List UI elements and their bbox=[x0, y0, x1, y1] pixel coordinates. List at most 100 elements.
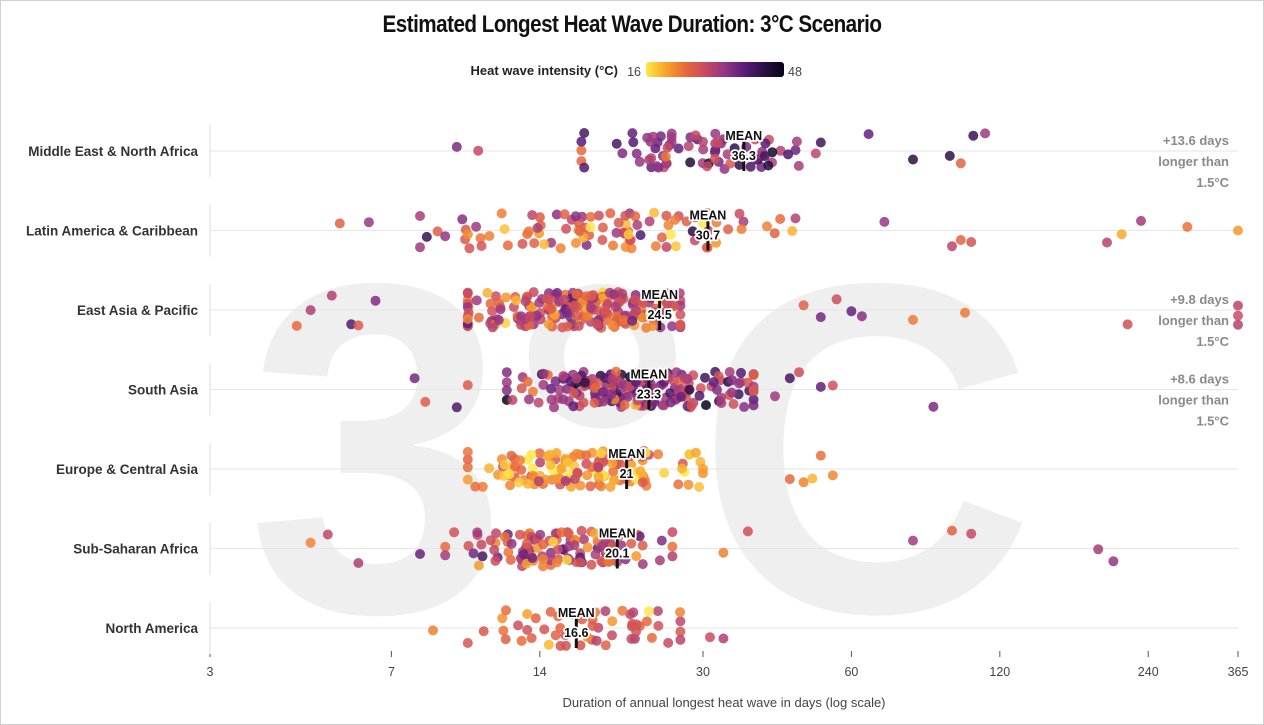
data-point bbox=[528, 287, 539, 298]
data-point bbox=[501, 377, 512, 388]
data-point bbox=[501, 385, 512, 396]
legend-gradient-bar bbox=[646, 62, 784, 77]
data-point bbox=[476, 539, 487, 550]
data-point bbox=[622, 391, 633, 402]
comparison-note: 1.5°C bbox=[1196, 334, 1229, 349]
data-point bbox=[626, 538, 637, 549]
data-point bbox=[697, 218, 708, 229]
data-point bbox=[558, 371, 569, 381]
data-point bbox=[522, 624, 533, 635]
data-point bbox=[716, 392, 726, 403]
region-label: South Asia bbox=[128, 383, 198, 398]
data-point bbox=[710, 128, 721, 139]
data-point bbox=[794, 367, 805, 378]
data-point bbox=[686, 400, 697, 411]
data-point bbox=[575, 557, 586, 568]
color-legend: Heat wave intensity (°C) 16 48 bbox=[470, 62, 802, 79]
region-label: North America bbox=[105, 621, 198, 636]
data-point bbox=[640, 447, 651, 458]
data-point bbox=[600, 640, 611, 651]
data-point bbox=[1136, 215, 1146, 226]
x-tick-label: 240 bbox=[1138, 665, 1159, 679]
data-point bbox=[1233, 310, 1243, 321]
data-point bbox=[641, 616, 652, 627]
comparison-note: longer than bbox=[1158, 154, 1229, 169]
data-point bbox=[428, 625, 438, 636]
data-point bbox=[827, 470, 838, 481]
data-point bbox=[496, 208, 507, 219]
data-point bbox=[576, 145, 587, 156]
data-point bbox=[420, 396, 431, 407]
data-point bbox=[600, 606, 611, 617]
region-row: North America MEAN 16.6 bbox=[105, 602, 1238, 654]
data-point bbox=[631, 551, 642, 562]
data-point bbox=[718, 633, 729, 644]
data-point bbox=[573, 321, 584, 331]
data-point bbox=[562, 554, 572, 565]
data-point bbox=[575, 640, 586, 651]
data-point bbox=[644, 154, 655, 165]
data-point bbox=[585, 302, 596, 313]
data-point bbox=[632, 395, 643, 406]
data-point bbox=[586, 290, 597, 301]
data-point bbox=[579, 162, 590, 173]
data-point bbox=[705, 632, 715, 643]
data-point bbox=[516, 464, 527, 475]
data-point bbox=[637, 477, 648, 488]
data-point bbox=[592, 319, 602, 330]
data-point bbox=[623, 229, 634, 240]
data-point bbox=[653, 620, 664, 631]
data-point bbox=[649, 385, 660, 396]
comparison-note: longer than bbox=[1158, 313, 1229, 328]
data-point bbox=[648, 131, 659, 142]
data-point bbox=[597, 540, 608, 551]
data-point bbox=[689, 235, 700, 246]
data-point bbox=[499, 531, 510, 542]
data-point bbox=[538, 368, 549, 379]
data-point bbox=[440, 550, 451, 561]
data-point bbox=[593, 462, 604, 473]
data-point bbox=[514, 529, 525, 540]
data-point bbox=[618, 315, 629, 326]
data-point bbox=[630, 211, 641, 222]
data-point bbox=[572, 311, 583, 321]
data-point bbox=[593, 210, 604, 221]
data-point bbox=[635, 230, 646, 241]
region-row: Sub-Saharan Africa MEAN 20.1 bbox=[73, 522, 1238, 575]
data-point bbox=[815, 312, 826, 323]
data-point bbox=[542, 293, 553, 304]
region-label: East Asia & Pacific bbox=[77, 303, 199, 318]
data-point bbox=[611, 366, 622, 377]
data-point bbox=[597, 222, 608, 233]
data-point bbox=[463, 540, 474, 551]
data-point bbox=[659, 369, 670, 380]
data-point bbox=[482, 287, 493, 298]
data-point bbox=[646, 632, 657, 643]
data-point bbox=[673, 143, 684, 154]
data-point bbox=[667, 541, 678, 552]
data-point bbox=[498, 625, 509, 636]
data-point bbox=[545, 606, 556, 617]
data-point bbox=[711, 217, 722, 228]
data-point bbox=[661, 242, 672, 252]
data-point bbox=[490, 555, 501, 566]
data-point bbox=[535, 529, 546, 540]
data-point bbox=[775, 145, 786, 156]
data-point bbox=[698, 144, 709, 155]
data-point bbox=[449, 527, 460, 538]
data-point bbox=[561, 307, 572, 318]
mean-marker bbox=[615, 534, 619, 569]
data-point bbox=[694, 482, 705, 492]
data-point bbox=[784, 373, 795, 384]
data-point bbox=[586, 559, 597, 570]
data-point bbox=[725, 158, 736, 169]
data-point bbox=[790, 213, 801, 224]
data-point bbox=[451, 402, 462, 413]
data-point bbox=[968, 130, 979, 141]
data-point bbox=[665, 397, 676, 408]
data-point bbox=[644, 606, 654, 617]
data-point bbox=[661, 306, 671, 317]
legend-max: 48 bbox=[788, 65, 802, 79]
data-point bbox=[683, 141, 694, 152]
mean-marker bbox=[625, 455, 629, 489]
